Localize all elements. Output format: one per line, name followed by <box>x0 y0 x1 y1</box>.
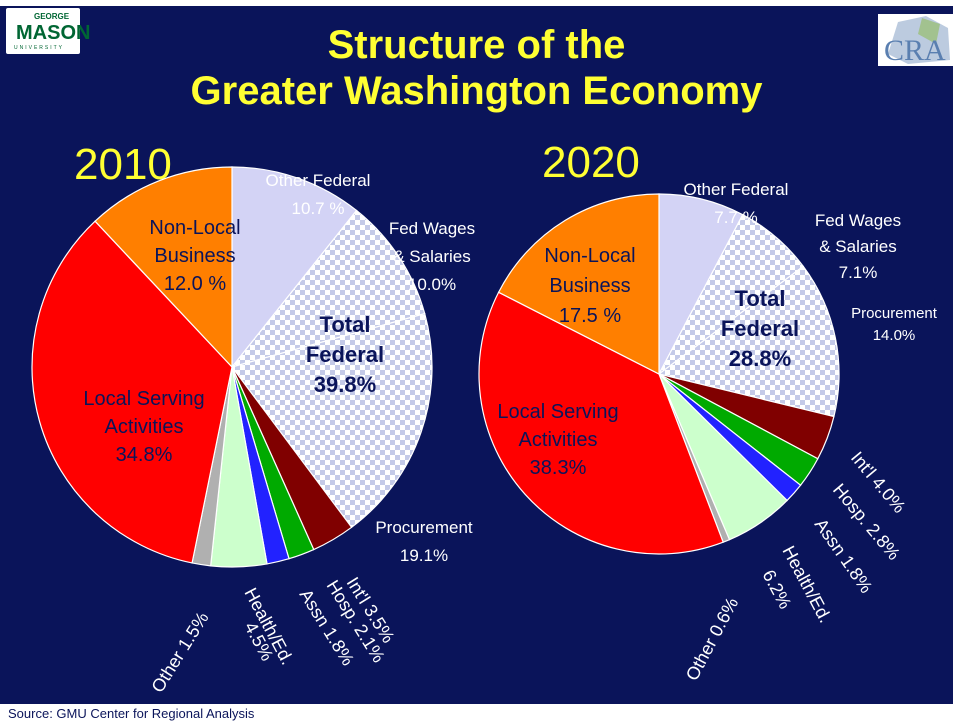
label-2020-non-local-1: Non-Local <box>544 245 635 267</box>
label-2010-other: Other 1.5% <box>147 608 212 696</box>
label-2020-total-federal-3: 28.8% <box>729 346 791 371</box>
label-2020-other-federal-1: Other Federal <box>684 180 789 199</box>
source-note: Source: GMU Center for Regional Analysis <box>0 704 953 723</box>
year-2010-label: 2010 <box>74 140 172 189</box>
slice-procurement-2010 <box>230 312 433 529</box>
cra-logo-graphic: CRA <box>884 16 950 66</box>
gmu-logo-top: GEORGE <box>34 12 70 21</box>
label-2020-health-ed-2: 6.2% <box>758 566 795 612</box>
label-2020-non-local-2: Business <box>549 275 630 297</box>
label-2020-local-serving-2: Activities <box>519 429 598 451</box>
title-line-2: Greater Washington Economy <box>190 69 763 113</box>
cra-logo-text: CRA <box>884 34 946 66</box>
label-2020-other-federal-2: 7.7 % <box>714 208 757 227</box>
label-2010-procurement-2: 19.1% <box>400 546 448 565</box>
label-2020-total-federal-1: Total <box>735 286 786 311</box>
slice-non-local-business-2010 <box>94 166 233 369</box>
label-2010-other-federal-2: 10.7 % <box>292 199 345 218</box>
top-border <box>0 0 953 6</box>
label-2010-non-local-3: 12.0 % <box>164 273 226 295</box>
label-2010-non-local-2: Business <box>154 245 235 267</box>
slice-other-federal-2010 <box>231 166 358 369</box>
label-2010-procurement-1: Procurement <box>375 518 473 537</box>
label-2020-procurement-1: Procurement <box>851 305 938 322</box>
label-2020-health-ed-1: Health/Ed. <box>778 542 835 626</box>
label-2010-non-local-1: Non-Local <box>149 217 240 239</box>
label-2020-local-serving-1: Local Serving <box>497 401 618 423</box>
label-2010-other-federal-1: Other Federal <box>266 171 371 190</box>
label-2010-total-federal-3: 39.8% <box>314 372 376 397</box>
title-line-1: Structure of the <box>327 23 626 67</box>
slice-non-local-business-2020 <box>497 193 660 375</box>
label-2010-total-federal-1: Total <box>320 312 371 337</box>
gmu-logo: GEORGE MASON UNIVERSITY <box>6 8 90 54</box>
pie-2010 <box>31 166 433 568</box>
label-2020-procurement-2: 14.0% <box>873 327 916 344</box>
label-2020-local-serving-3: 38.3% <box>530 457 587 479</box>
gmu-logo-main: MASON <box>16 22 91 44</box>
slide-title: Structure of the Greater Washington Econ… <box>0 22 953 114</box>
slice-local-serving-activities-2020 <box>478 291 724 555</box>
pie-2020 <box>478 193 840 555</box>
label-2020-fed-wages-1: Fed Wages <box>815 211 901 230</box>
label-2010-local-serving-3: 34.8% <box>116 444 173 466</box>
label-2020-other: Other 0.6% <box>682 594 742 684</box>
label-2010-total-federal-2: Federal <box>306 342 384 367</box>
cra-logo: CRA <box>878 14 953 66</box>
label-2010-fed-wages-3: 10.0% <box>408 275 456 294</box>
slice-procurement-2020 <box>657 265 840 418</box>
label-2010-local-serving-1: Local Serving <box>83 388 204 410</box>
label-2020-non-local-3: 17.5 % <box>559 305 621 327</box>
label-2020-total-federal-2: Federal <box>721 316 799 341</box>
label-2010-fed-wages-1: Fed Wages <box>389 219 475 238</box>
slice-fed-wages-salaries-2010 <box>230 209 426 369</box>
slice-local-serving-activities-2010 <box>31 220 233 564</box>
gmu-logo-bottom: UNIVERSITY <box>14 45 65 51</box>
label-2010-fed-wages-2: & Salaries <box>393 247 470 266</box>
label-2020-fed-wages-2: & Salaries <box>819 237 896 256</box>
year-2020-label: 2020 <box>542 138 640 187</box>
label-2010-local-serving-2: Activities <box>105 416 184 438</box>
label-2020-fed-wages-3: 7.1% <box>839 263 878 282</box>
